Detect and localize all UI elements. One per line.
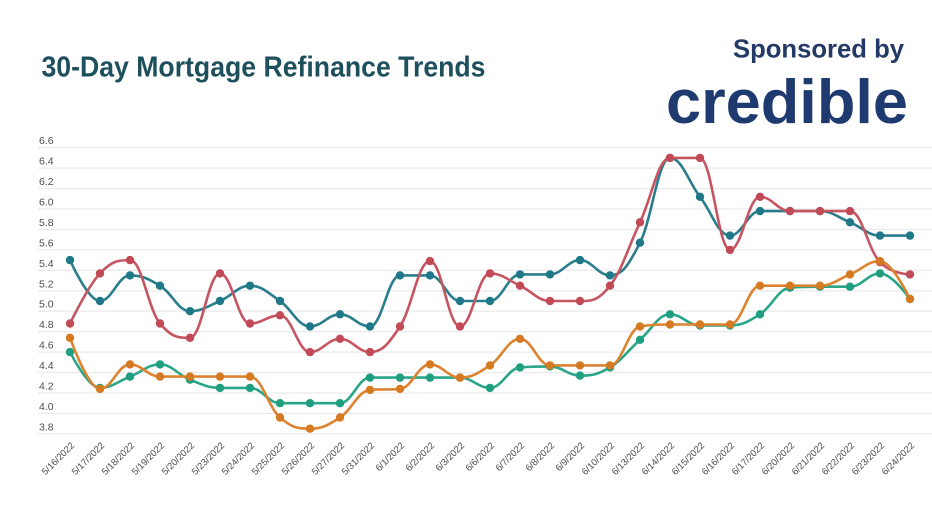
svg-text:5.4: 5.4 (39, 258, 54, 270)
svg-text:5.8: 5.8 (39, 217, 54, 229)
svg-text:4.2: 4.2 (39, 381, 54, 393)
svg-text:6.0: 6.0 (39, 197, 54, 209)
svg-text:credible: credible (666, 68, 908, 137)
svg-text:5.0: 5.0 (39, 299, 54, 311)
svg-text:6.2: 6.2 (39, 176, 54, 188)
svg-text:4.4: 4.4 (39, 360, 54, 372)
svg-text:4.8: 4.8 (39, 319, 54, 331)
svg-text:4.6: 4.6 (39, 340, 54, 352)
svg-text:30-Day Mortgage Refinance Tren: 30-Day Mortgage Refinance Trends (42, 52, 486, 84)
svg-text:6.6: 6.6 (39, 135, 54, 147)
svg-text:3.8: 3.8 (39, 421, 54, 433)
svg-text:4.0: 4.0 (39, 401, 54, 413)
svg-text:5.6: 5.6 (39, 237, 54, 249)
svg-text:5.2: 5.2 (39, 278, 54, 290)
svg-text:6.4: 6.4 (39, 156, 54, 168)
svg-text:Sponsored by: Sponsored by (733, 33, 905, 63)
